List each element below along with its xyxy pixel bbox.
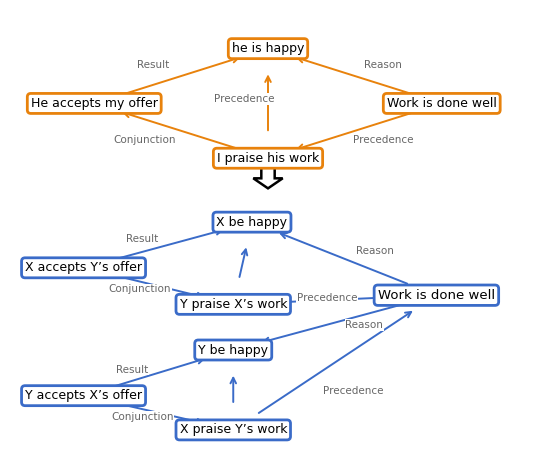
Text: Result: Result <box>116 365 148 375</box>
Text: Precedence: Precedence <box>353 135 413 145</box>
Polygon shape <box>254 167 282 188</box>
Text: He accepts my offer: He accepts my offer <box>31 97 158 110</box>
Text: X be happy: X be happy <box>217 216 287 229</box>
Text: he is happy: he is happy <box>232 42 304 55</box>
Text: Reason: Reason <box>364 60 402 70</box>
Text: Conjunction: Conjunction <box>114 135 176 145</box>
Text: Y be happy: Y be happy <box>198 344 268 356</box>
Text: Result: Result <box>126 234 159 244</box>
Text: Reason: Reason <box>356 246 394 256</box>
Text: X praise Y’s work: X praise Y’s work <box>180 423 287 436</box>
Text: Work is done well: Work is done well <box>378 289 495 302</box>
Text: Conjunction: Conjunction <box>108 284 171 294</box>
Text: Precedence: Precedence <box>214 94 274 104</box>
Text: X accepts Y’s offer: X accepts Y’s offer <box>25 262 142 274</box>
Text: Reason: Reason <box>345 320 383 330</box>
Text: Precedence: Precedence <box>323 386 384 396</box>
Text: I praise his work: I praise his work <box>217 152 319 165</box>
Text: Result: Result <box>137 60 169 70</box>
Text: Precedence: Precedence <box>296 294 357 303</box>
Text: Work is done well: Work is done well <box>387 97 497 110</box>
Text: Y praise X’s work: Y praise X’s work <box>180 298 287 311</box>
Text: Y accepts X’s offer: Y accepts X’s offer <box>25 389 142 402</box>
Text: Conjunction: Conjunction <box>111 412 174 422</box>
